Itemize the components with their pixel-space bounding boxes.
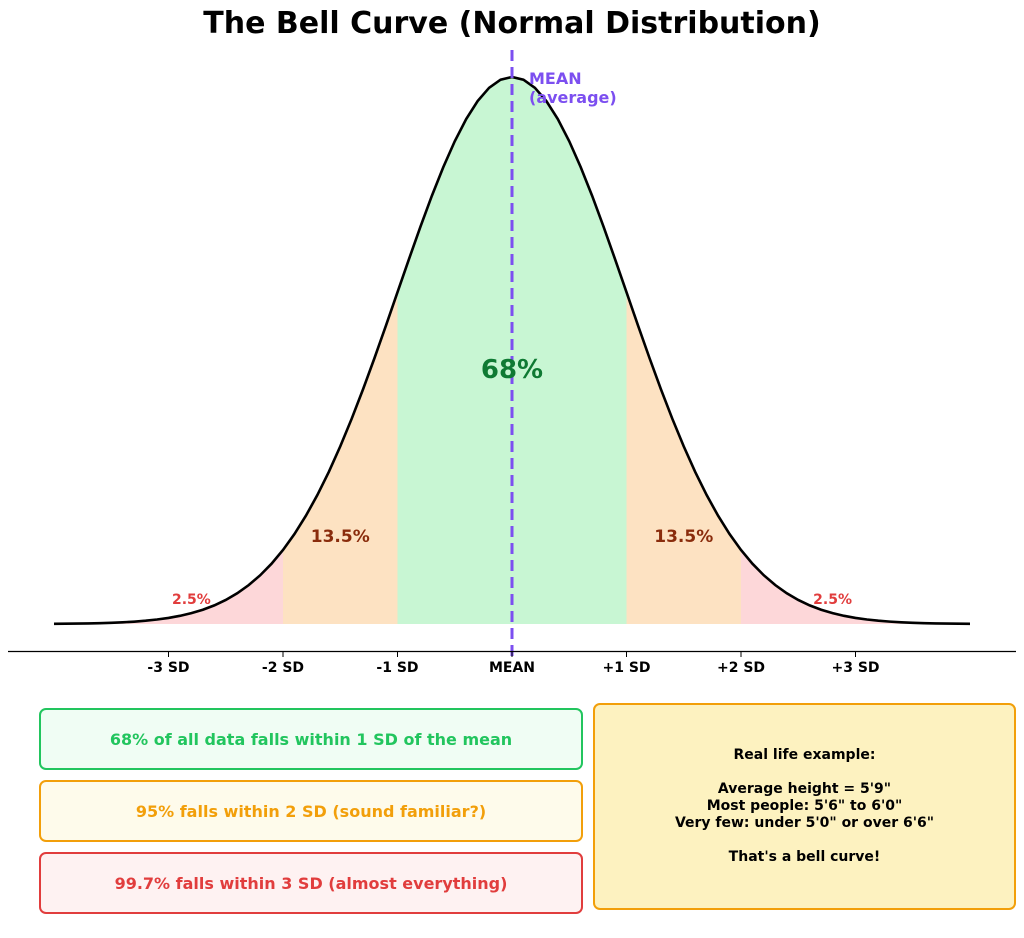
region-label-4: 2.5% [813,592,852,608]
region-4 [741,549,970,624]
example-line-few: Very few: under 5'0" or over 6'6" [674,815,935,831]
mean-sublabel: (average) [529,88,617,107]
x-tick-label-0: -3 SD [147,660,189,676]
example-line-most: Most people: 5'6" to 6'0" [706,798,903,814]
region-label-0: 68% [481,355,543,385]
mean-label: MEAN [529,69,582,88]
example-heading: Real life example: [733,747,876,763]
region-2 [397,77,627,624]
chart-title: The Bell Curve (Normal Distribution) [203,6,820,41]
region-0 [54,549,283,624]
x-tick-label-5: +2 SD [717,660,765,676]
note-99-7-percent: 99.7% falls within 3 SD (almost everythi… [39,852,583,914]
bell-curve-chart: The Bell Curve (Normal Distribution) MEA… [8,6,1016,676]
note-68-percent: 68% of all data falls within 1 SD of the… [39,708,583,770]
x-tick-label-4: +1 SD [602,660,650,676]
x-tick-label-2: -1 SD [376,660,418,676]
real-life-example-box: Real life example: Average height = 5'9"… [593,703,1016,910]
note-95-percent: 95% falls within 2 SD (sound familiar?) [39,780,583,842]
x-tick-label-6: +3 SD [831,660,879,676]
example-footer: That's a bell curve! [728,849,881,865]
x-tick-label-3: MEAN [489,660,535,676]
region-label-2: 13.5% [654,527,713,547]
region-label-3: 2.5% [172,592,211,608]
x-tick-label-1: -2 SD [262,660,304,676]
region-label-1: 13.5% [311,527,370,547]
example-line-average: Average height = 5'9" [717,781,892,797]
